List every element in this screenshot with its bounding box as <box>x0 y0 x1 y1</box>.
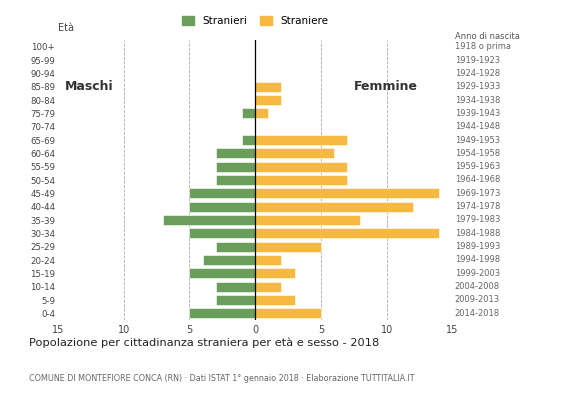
Bar <box>216 148 255 158</box>
Text: 1959-1963: 1959-1963 <box>455 162 500 171</box>
Text: 2009-2013: 2009-2013 <box>455 296 500 304</box>
Bar <box>255 215 360 225</box>
Text: 1979-1983: 1979-1983 <box>455 216 500 224</box>
Bar <box>190 202 255 212</box>
Bar <box>216 162 255 172</box>
Bar <box>255 228 439 238</box>
Text: 1994-1998: 1994-1998 <box>455 256 500 264</box>
Text: 1989-1993: 1989-1993 <box>455 242 500 251</box>
Bar <box>242 108 255 118</box>
Bar <box>255 175 347 185</box>
Text: 1974-1978: 1974-1978 <box>455 202 500 211</box>
Bar <box>255 268 295 278</box>
Text: Età: Età <box>58 23 74 33</box>
Text: Anno di nascita: Anno di nascita <box>455 32 520 41</box>
Text: 1984-1988: 1984-1988 <box>455 229 500 238</box>
Text: 1929-1933: 1929-1933 <box>455 82 500 91</box>
Text: 2014-2018: 2014-2018 <box>455 309 500 318</box>
Bar <box>255 108 269 118</box>
Bar <box>216 175 255 185</box>
Bar <box>255 162 347 172</box>
Bar <box>190 228 255 238</box>
Text: 1964-1968: 1964-1968 <box>455 176 500 184</box>
Text: 1939-1943: 1939-1943 <box>455 109 500 118</box>
Bar <box>190 268 255 278</box>
Text: 1969-1973: 1969-1973 <box>455 189 500 198</box>
Bar <box>255 308 321 318</box>
Bar <box>255 82 281 92</box>
Text: 1999-2003: 1999-2003 <box>455 269 500 278</box>
Bar <box>216 295 255 305</box>
Bar <box>255 135 347 145</box>
Text: 1944-1948: 1944-1948 <box>455 122 500 131</box>
Bar <box>242 135 255 145</box>
Text: 1954-1958: 1954-1958 <box>455 149 500 158</box>
Text: COMUNE DI MONTEFIORE CONCA (RN) · Dati ISTAT 1° gennaio 2018 · Elaborazione TUTT: COMUNE DI MONTEFIORE CONCA (RN) · Dati I… <box>29 374 415 383</box>
Bar <box>216 242 255 252</box>
Text: 1924-1928: 1924-1928 <box>455 69 500 78</box>
Bar <box>255 95 281 105</box>
Legend: Stranieri, Straniere: Stranieri, Straniere <box>177 12 333 30</box>
Text: 1918 o prima: 1918 o prima <box>455 42 511 51</box>
Text: Femmine: Femmine <box>354 80 418 93</box>
Bar <box>190 308 255 318</box>
Bar <box>216 282 255 292</box>
Text: Popolazione per cittadinanza straniera per età e sesso - 2018: Popolazione per cittadinanza straniera p… <box>29 338 379 348</box>
Bar <box>255 295 295 305</box>
Text: Maschi: Maschi <box>64 80 113 93</box>
Bar <box>255 148 334 158</box>
Bar <box>190 188 255 198</box>
Bar <box>163 215 255 225</box>
Bar <box>255 255 281 265</box>
Bar <box>255 202 413 212</box>
Text: 2004-2008: 2004-2008 <box>455 282 500 291</box>
Text: 1934-1938: 1934-1938 <box>455 96 500 104</box>
Text: 1949-1953: 1949-1953 <box>455 136 500 144</box>
Bar <box>255 282 281 292</box>
Text: 1919-1923: 1919-1923 <box>455 56 500 64</box>
Bar <box>255 188 439 198</box>
Bar <box>202 255 255 265</box>
Bar <box>255 242 321 252</box>
